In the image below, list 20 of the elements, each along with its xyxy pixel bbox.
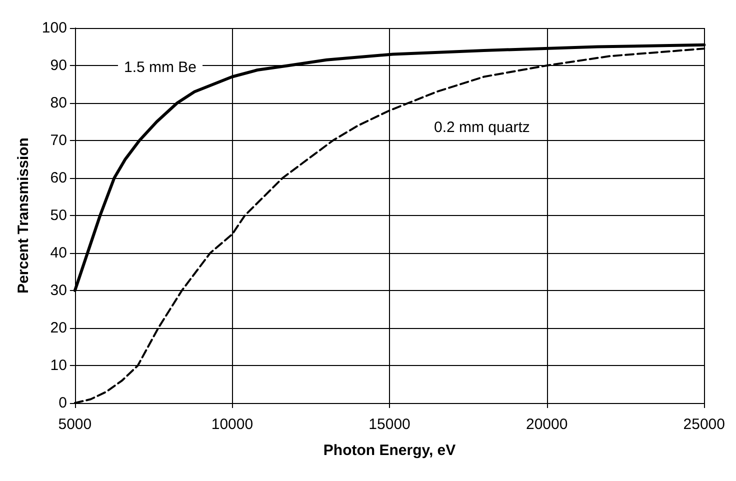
y-tick-label: 90: [50, 57, 67, 74]
x-tick-label: 25000: [683, 416, 726, 433]
y-axis-title: Percent Transmission: [15, 138, 32, 294]
x-tick-label: 20000: [526, 416, 568, 433]
y-tick-label: 20: [50, 320, 67, 336]
y-tick-label: 30: [50, 282, 67, 299]
y-tick-label: 100: [42, 20, 67, 36]
annotation: 0.2 mm quartz: [434, 119, 530, 136]
y-tick-label: 60: [50, 170, 67, 186]
y-tick-label: 0: [58, 394, 67, 412]
x-tick-label: 10000: [211, 416, 254, 433]
y-tick-label: 50: [50, 207, 67, 224]
y-tick-label: 40: [50, 244, 67, 262]
x-tick-label: 5000: [58, 416, 92, 433]
x-tick-label: 15000: [368, 416, 410, 433]
y-tick-label: 10: [50, 357, 67, 374]
x-axis-title: Photon Energy, eV: [323, 442, 456, 459]
y-tick-label: 80: [50, 94, 67, 112]
y-tick-label: 70: [50, 132, 67, 149]
annotation: 1.5 mm Be: [124, 59, 197, 76]
